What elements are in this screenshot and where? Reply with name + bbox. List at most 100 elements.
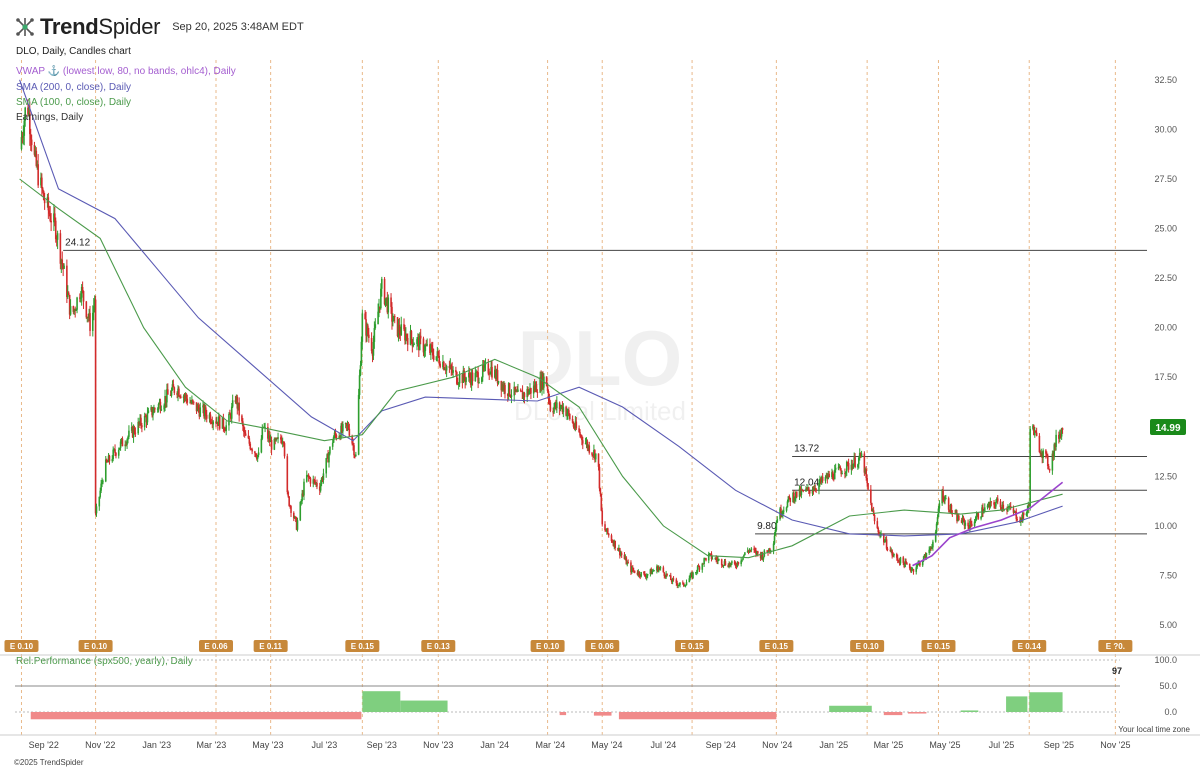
candle-body (975, 515, 978, 521)
candle-body (158, 401, 161, 405)
candle-body (292, 512, 295, 519)
candle-body (422, 338, 425, 353)
candle-body (727, 565, 730, 568)
candle-body (969, 520, 971, 530)
candle-body (230, 406, 233, 419)
candle-body (864, 469, 867, 473)
candle-body (761, 553, 764, 560)
candle-body (495, 370, 498, 380)
candle-body (754, 550, 756, 551)
candle-body (102, 481, 104, 483)
candle-body (286, 456, 289, 493)
x-tick-label: Jul '25 (989, 740, 1015, 750)
candle-body (782, 510, 784, 515)
candle-body (379, 306, 381, 309)
candle-body (418, 337, 420, 351)
candle-body (657, 567, 660, 572)
candle-body (327, 454, 329, 463)
candle-body (945, 498, 947, 500)
candle-body (757, 551, 759, 554)
candle-body (105, 459, 108, 462)
candle-body (154, 408, 156, 410)
candle-body (66, 292, 69, 297)
candle-body (373, 327, 376, 342)
candle-body (176, 392, 178, 395)
earnings-badge (759, 640, 794, 652)
legend-vwap[interactable]: VWAP ⚓ (lowest low, 80, no bands, ohlc4)… (16, 66, 236, 77)
candle-body (1059, 433, 1062, 437)
candle-body (489, 373, 491, 375)
candle-body (73, 309, 76, 312)
legend-earnings[interactable]: Earnings, Daily (16, 112, 84, 123)
candle-body (845, 461, 848, 472)
candle-body (827, 473, 830, 479)
candle-body (1038, 435, 1041, 453)
candle-body (671, 578, 674, 583)
candle-body (1051, 453, 1054, 471)
level-label: 9.80 (757, 521, 777, 532)
candle-body (236, 396, 239, 409)
candle-body (846, 461, 849, 463)
candle-body (515, 390, 517, 392)
candle-body (345, 423, 348, 426)
candle-body (665, 573, 667, 578)
candle-body (645, 575, 648, 578)
candle-body (1012, 508, 1015, 513)
candle-body (55, 239, 58, 240)
candle-body (516, 390, 518, 392)
candle-body (27, 107, 29, 115)
legend-sma100[interactable]: SMA (100, 0, close), Daily (16, 97, 132, 108)
header: TrendSpider Sep 20, 2025 3:48AM EDT (14, 14, 304, 40)
candle-body (141, 425, 143, 428)
candle-body (307, 474, 310, 478)
candle-body (720, 559, 723, 566)
candle-body (604, 524, 606, 531)
candle-body (437, 351, 440, 356)
legend-sma200[interactable]: SMA (200, 0, close), Daily (16, 82, 132, 93)
candle-body (261, 427, 264, 439)
earnings-badge-label: E ?0. (1106, 642, 1125, 651)
candle-body (522, 393, 525, 399)
candle-body (491, 366, 493, 378)
candle-body (736, 561, 739, 567)
candle-body (87, 316, 89, 318)
candle-body (419, 335, 422, 339)
candle-body (217, 421, 219, 426)
candle-body (426, 344, 428, 346)
candle-body (890, 550, 893, 552)
candle-body (619, 553, 622, 556)
y-tick-label: 17.50 (1154, 372, 1177, 382)
candle-body (924, 554, 927, 560)
candle-body (605, 530, 607, 532)
earnings-badge (530, 640, 565, 652)
sma200-line (19, 79, 1063, 537)
earnings-badge-label: E 0.06 (591, 642, 615, 651)
candle-body (182, 396, 185, 398)
candle-body (971, 523, 973, 526)
candle-body (49, 213, 51, 221)
candle-body (397, 324, 400, 337)
candle-body (1007, 507, 1009, 511)
candle-body (92, 306, 95, 313)
rel-bar (883, 712, 903, 716)
candle-body (949, 504, 952, 513)
candle-body (312, 479, 315, 484)
earnings-badge-label: E 0.15 (351, 642, 375, 651)
candle-body (755, 550, 757, 555)
candle-body (126, 439, 128, 445)
candle-body (22, 135, 25, 138)
candle-body (89, 313, 91, 331)
candle-body (276, 438, 278, 439)
candle-body (588, 445, 591, 453)
trendspider-logo-icon (16, 18, 34, 36)
candle-body (139, 417, 141, 424)
candle-body (355, 454, 357, 456)
candle-body (443, 369, 446, 371)
candle-body (222, 417, 225, 429)
candle-body (547, 391, 550, 399)
candle-body (1025, 513, 1028, 516)
candle-body (948, 509, 951, 513)
candle-body (319, 484, 322, 491)
candle-body (325, 458, 328, 474)
candle-body (221, 417, 224, 429)
